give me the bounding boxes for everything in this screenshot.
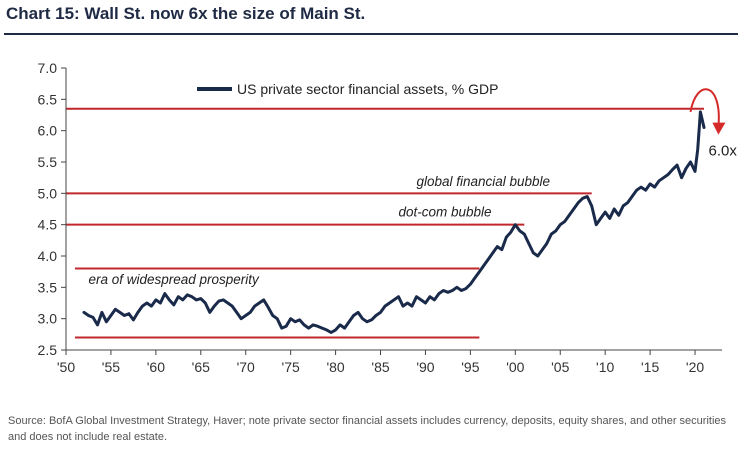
y-tick-label: 4.0 — [38, 248, 58, 264]
y-tick-label: 6.5 — [38, 91, 58, 107]
annotation-label: global financial bubble — [416, 174, 550, 189]
series-lines — [82, 110, 706, 334]
y-tick-label: 2.5 — [38, 342, 58, 358]
peak-arrow — [689, 88, 726, 135]
x-tick-label: '95 — [461, 359, 479, 375]
x-tick-label: '65 — [192, 359, 210, 375]
x-tick-label: '50 — [57, 359, 75, 375]
x-tick-label: '75 — [282, 359, 300, 375]
y-tick-label: 3.0 — [38, 311, 58, 327]
legend: US private sector financial assets, % GD… — [197, 81, 498, 97]
x-tick-label: '90 — [416, 359, 434, 375]
x-tick-label: '20 — [686, 359, 704, 375]
y-tick-label: 5.5 — [38, 154, 58, 170]
y-tick-label: 4.5 — [38, 217, 58, 233]
chart-title: Chart 15: Wall St. now 6x the size of Ma… — [6, 4, 366, 23]
annotation-label: dot-com bubble — [398, 205, 491, 220]
multiple-callout: 6.0x — [709, 143, 738, 160]
y-tick-labels: 2.5 3.0 3.5 4.0 4.5 5.0 5.5 6.0 6.5 7.0 — [38, 60, 66, 358]
y-tick-label: 3.5 — [38, 279, 58, 295]
x-tick-label: '55 — [102, 359, 120, 375]
title-underline — [4, 33, 738, 35]
x-tick-labels: '50 '55 '60 '65 '70 '75 '80 '85 '90 '95 '00 '05 '10 '… — [57, 350, 704, 375]
legend-label: US private sector financial assets, % GD… — [237, 81, 498, 97]
axes — [65, 68, 722, 351]
x-tick-label: '15 — [641, 359, 659, 375]
x-tick-label: '80 — [326, 359, 344, 375]
x-tick-label: '00 — [506, 359, 524, 375]
peak-arrow-curve — [689, 88, 720, 127]
annotations: global financial bubble dot-com bubble era… — [88, 143, 737, 287]
y-tick-label: 7.0 — [38, 60, 58, 76]
x-tick-label: '10 — [596, 359, 614, 375]
source-note: Source: BofA Global Investment Strategy,… — [8, 415, 727, 443]
x-tick-label: '05 — [551, 359, 569, 375]
series-line — [82, 110, 706, 334]
peak-arrow-head — [712, 122, 726, 135]
x-tick-label: '60 — [147, 359, 165, 375]
x-tick-label: '70 — [237, 359, 255, 375]
line-chart: 2.5 3.0 3.5 4.0 4.5 5.0 5.5 6.0 6.5 7.0 '50 '55 '60… — [38, 60, 738, 375]
reference-lines — [66, 107, 705, 339]
x-tick-label: '85 — [371, 359, 389, 375]
annotation-label: era of widespread prosperity — [88, 272, 260, 287]
y-tick-label: 6.0 — [38, 123, 58, 139]
y-tick-label: 5.0 — [38, 185, 58, 201]
